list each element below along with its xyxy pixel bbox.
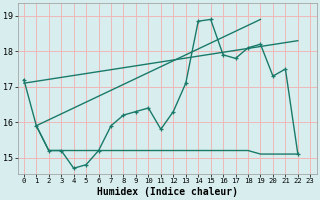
X-axis label: Humidex (Indice chaleur): Humidex (Indice chaleur) <box>97 186 237 197</box>
